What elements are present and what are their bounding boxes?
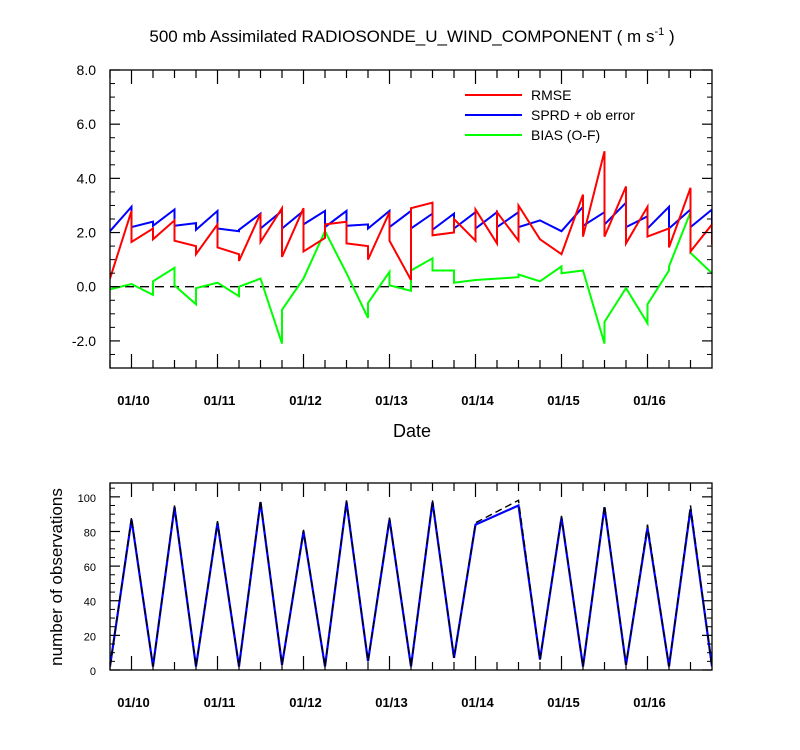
y-tick-label: 80 <box>84 527 96 539</box>
y-tick-label: 4.0 <box>77 170 97 186</box>
y-tick-label: 60 <box>84 562 96 574</box>
x-tick-label: 01/16 <box>633 695 666 710</box>
top-series-layer <box>110 151 712 344</box>
x-tick-label: 01/14 <box>461 695 494 710</box>
legend-label: RMSE <box>531 87 571 103</box>
y-tick-label: 40 <box>84 597 96 609</box>
series-line-bias-o-f <box>110 211 712 344</box>
y-tick-label: 0 <box>90 666 96 678</box>
x-tick-label: 01/15 <box>547 695 580 710</box>
x-tick-label: 01/10 <box>117 695 150 710</box>
top-x-axis-label: Date <box>393 421 431 441</box>
y-tick-label: 8.0 <box>77 62 97 78</box>
bottom-axis-ticks: 0 20 40 60 80 100 01/10 01/11 01/12 01/13 01/14 01/… <box>78 483 712 710</box>
x-tick-label: 01/15 <box>547 393 580 408</box>
top-axis-ticks: -2.0 0.0 2.0 4.0 6.0 8.0 01/10 01/11 01/12 01/13 0… <box>72 62 712 408</box>
chart-title-superscript: -1 <box>654 26 664 38</box>
bottom-y-axis-label: number of observations <box>47 488 66 666</box>
x-tick-label: 01/13 <box>375 393 408 408</box>
chart-title-close: ) <box>664 27 674 46</box>
y-tick-label: -2.0 <box>72 333 96 349</box>
series-line-sprd-ob-error <box>110 200 712 233</box>
x-tick-label: 01/16 <box>633 393 666 408</box>
legend-label: SPRD + ob error <box>531 107 635 123</box>
legend-label: BIAS (O-F) <box>531 127 600 143</box>
bottom-series-layer <box>110 499 712 667</box>
y-tick-label: 6.0 <box>77 116 97 132</box>
obs-count-line-possible <box>110 499 712 667</box>
y-tick-label: 2.0 <box>77 225 97 241</box>
x-tick-label: 01/10 <box>117 393 150 408</box>
chart-title-text: 500 mb Assimilated RADIOSONDE_U_WIND_COM… <box>149 27 654 46</box>
x-tick-label: 01/14 <box>461 393 494 408</box>
x-tick-label: 01/12 <box>289 695 322 710</box>
y-tick-label: 0.0 <box>77 279 97 295</box>
x-tick-label: 01/12 <box>289 393 322 408</box>
x-tick-label: 01/13 <box>375 695 408 710</box>
y-tick-label: 100 <box>78 493 96 505</box>
x-tick-label: 01/11 <box>204 393 236 408</box>
y-tick-label: 20 <box>84 631 96 643</box>
chart-title: 500 mb Assimilated RADIOSONDE_U_WIND_COM… <box>149 26 674 46</box>
x-tick-label: 01/11 <box>204 695 236 710</box>
series-line-rmse <box>110 151 712 281</box>
top-legend: RMSE SPRD + ob error BIAS (O-F) <box>465 87 635 143</box>
